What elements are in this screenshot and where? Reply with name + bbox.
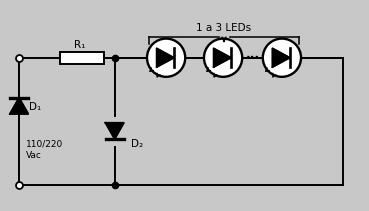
Text: R₁: R₁ xyxy=(74,40,85,50)
Bar xyxy=(59,52,104,64)
Circle shape xyxy=(147,39,185,77)
Polygon shape xyxy=(106,123,124,139)
Polygon shape xyxy=(214,48,231,67)
Polygon shape xyxy=(272,48,290,67)
Text: D₂: D₂ xyxy=(131,139,143,149)
Text: 1 a 3 LEDs: 1 a 3 LEDs xyxy=(196,23,252,33)
Polygon shape xyxy=(156,48,174,67)
Text: ···: ··· xyxy=(245,51,260,64)
Text: D₁: D₁ xyxy=(30,102,42,112)
Circle shape xyxy=(204,39,242,77)
Circle shape xyxy=(263,39,301,77)
Text: Vac: Vac xyxy=(26,151,42,160)
Text: 110/220: 110/220 xyxy=(26,140,63,149)
Polygon shape xyxy=(10,98,28,114)
